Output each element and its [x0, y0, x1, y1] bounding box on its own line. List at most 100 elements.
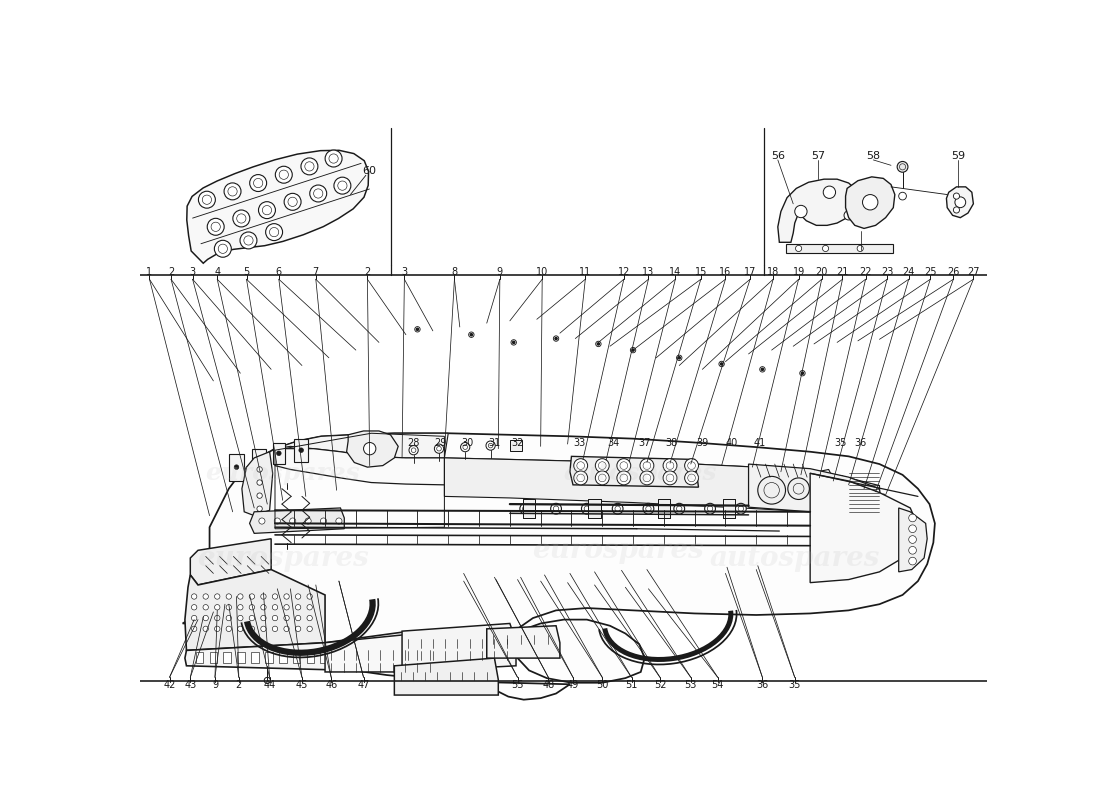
Text: 57: 57 — [811, 151, 825, 161]
Text: 20: 20 — [815, 266, 828, 277]
Circle shape — [257, 480, 262, 486]
Circle shape — [284, 615, 289, 621]
Polygon shape — [816, 470, 832, 489]
Circle shape — [470, 334, 473, 336]
Bar — [362, 652, 370, 662]
Text: 11: 11 — [580, 266, 592, 277]
Circle shape — [676, 355, 682, 361]
Text: 17: 17 — [744, 266, 757, 277]
Circle shape — [261, 605, 266, 610]
Circle shape — [191, 626, 197, 631]
Circle shape — [719, 362, 724, 366]
Text: 40: 40 — [726, 438, 738, 447]
Polygon shape — [346, 431, 398, 467]
Circle shape — [296, 594, 300, 599]
Bar — [295, 438, 308, 462]
Circle shape — [582, 503, 592, 514]
Text: 10: 10 — [536, 266, 548, 277]
Bar — [265, 652, 273, 662]
Bar — [279, 652, 286, 662]
Text: 37: 37 — [638, 438, 651, 447]
Circle shape — [301, 158, 318, 175]
Text: 48: 48 — [542, 680, 554, 690]
Text: 24: 24 — [902, 266, 915, 277]
Text: 59: 59 — [950, 151, 965, 161]
Polygon shape — [830, 476, 846, 495]
Text: autospares: autospares — [564, 462, 717, 486]
Circle shape — [844, 210, 854, 220]
Circle shape — [821, 476, 827, 482]
Circle shape — [258, 518, 265, 524]
Circle shape — [678, 357, 681, 359]
Bar — [238, 652, 245, 662]
Bar — [389, 652, 397, 662]
Text: 46: 46 — [326, 680, 338, 690]
Polygon shape — [871, 494, 887, 514]
Text: 39: 39 — [696, 438, 708, 447]
Circle shape — [238, 626, 243, 631]
Circle shape — [307, 605, 312, 610]
Circle shape — [788, 478, 810, 499]
Circle shape — [240, 232, 257, 249]
Bar — [252, 449, 266, 472]
Text: eurospares: eurospares — [206, 462, 360, 486]
Text: 33: 33 — [573, 438, 585, 447]
Circle shape — [238, 605, 243, 610]
Circle shape — [257, 466, 262, 472]
Polygon shape — [275, 449, 880, 512]
Bar — [251, 652, 258, 662]
Circle shape — [862, 194, 878, 210]
Circle shape — [761, 368, 763, 370]
Polygon shape — [395, 658, 498, 695]
Bar — [785, 244, 893, 253]
Text: 43: 43 — [184, 680, 197, 690]
Bar — [223, 652, 231, 662]
Circle shape — [795, 246, 802, 251]
Circle shape — [574, 458, 587, 473]
Circle shape — [204, 605, 208, 610]
Circle shape — [684, 458, 699, 473]
Circle shape — [486, 441, 495, 450]
Polygon shape — [190, 538, 271, 585]
Text: 30: 30 — [461, 438, 474, 447]
Text: 26: 26 — [947, 266, 959, 277]
Circle shape — [631, 349, 635, 351]
Text: 8: 8 — [451, 266, 458, 277]
Circle shape — [250, 615, 254, 621]
Bar — [510, 440, 522, 451]
Circle shape — [264, 678, 271, 683]
Circle shape — [214, 615, 220, 621]
Text: 2: 2 — [235, 680, 242, 690]
Circle shape — [877, 501, 882, 507]
Bar — [376, 652, 384, 662]
Circle shape — [613, 503, 623, 514]
Bar — [196, 652, 204, 662]
Circle shape — [898, 162, 907, 172]
Text: 42: 42 — [163, 680, 176, 690]
Circle shape — [862, 495, 869, 501]
Polygon shape — [403, 623, 516, 672]
Circle shape — [705, 503, 715, 514]
Text: eurospares: eurospares — [197, 545, 368, 571]
Circle shape — [258, 202, 275, 218]
Text: 35: 35 — [789, 680, 801, 690]
Circle shape — [204, 594, 208, 599]
Text: 3: 3 — [189, 266, 196, 277]
Text: 58: 58 — [866, 151, 880, 161]
Circle shape — [257, 506, 262, 511]
Circle shape — [461, 442, 470, 452]
Circle shape — [273, 626, 277, 631]
Circle shape — [273, 605, 277, 610]
Circle shape — [553, 336, 559, 342]
Text: 15: 15 — [694, 266, 707, 277]
Circle shape — [214, 240, 231, 258]
Circle shape — [261, 594, 266, 599]
Text: 23: 23 — [881, 266, 893, 277]
Circle shape — [409, 446, 418, 455]
Text: 12: 12 — [617, 266, 630, 277]
Circle shape — [191, 594, 197, 599]
Polygon shape — [250, 508, 344, 534]
Polygon shape — [899, 508, 927, 572]
Text: 35: 35 — [835, 438, 847, 447]
Text: 25: 25 — [924, 266, 936, 277]
